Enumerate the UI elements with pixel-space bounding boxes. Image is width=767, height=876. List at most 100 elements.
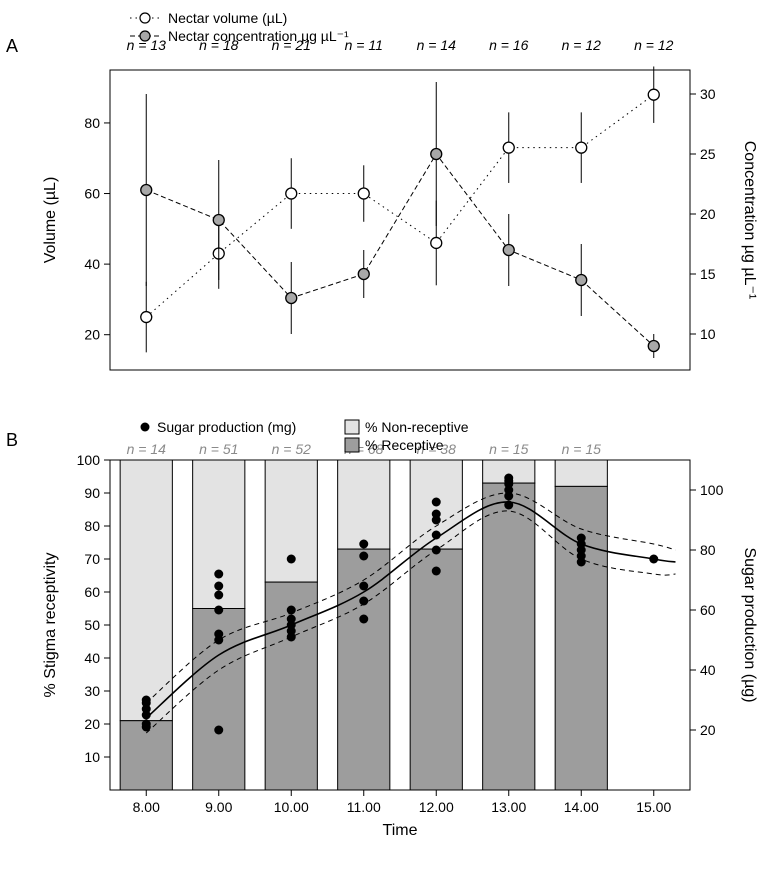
legend-rec-text: % Receptive <box>365 437 444 453</box>
legend-rec-icon <box>345 438 359 452</box>
ytick-left-b-label: 100 <box>77 452 101 468</box>
sugar-point <box>359 582 368 591</box>
ytick-left-label: 20 <box>84 327 100 343</box>
marker-volume <box>431 237 442 248</box>
xtick-b-label: 11.00 <box>347 799 381 815</box>
sugar-point <box>432 546 441 555</box>
ytick-left-b-label: 90 <box>84 485 100 501</box>
ytick-left-b-label: 40 <box>84 650 100 666</box>
marker-volume <box>358 188 369 199</box>
legend-text-volume: Nectar volume (µL) <box>168 10 287 26</box>
marker-conc <box>503 245 514 256</box>
sugar-point <box>359 597 368 606</box>
ytick-left-b-label: 10 <box>84 749 100 765</box>
legend-nonrec-icon <box>345 420 359 434</box>
panel-a-n-label: n = 11 <box>345 37 383 53</box>
bar-nonreceptive <box>120 460 172 721</box>
panel-b-xlabel: Time <box>383 822 418 839</box>
sugar-point <box>359 615 368 624</box>
ytick-left-b-label: 80 <box>84 518 100 534</box>
ytick-right-label: 25 <box>700 146 716 162</box>
bar-receptive <box>410 549 462 790</box>
sugar-point <box>649 555 658 564</box>
marker-conc <box>141 185 152 196</box>
sugar-point <box>432 510 441 519</box>
sugar-point <box>432 498 441 507</box>
xtick-b-label: 9.00 <box>205 799 232 815</box>
panel-b-n-label: n = 15 <box>562 441 602 457</box>
sugar-point <box>577 534 586 543</box>
ytick-left-b-label: 60 <box>84 584 100 600</box>
sugar-point <box>214 570 223 579</box>
panel-b-n-label: n = 15 <box>489 441 529 457</box>
ytick-left-b-label: 30 <box>84 683 100 699</box>
ytick-right-label: 10 <box>700 326 716 342</box>
sugar-point <box>504 501 513 510</box>
panel-a-n-label: n = 16 <box>489 37 529 53</box>
sugar-point <box>142 720 151 729</box>
panel-a-frame <box>110 70 690 370</box>
ytick-right-label: 20 <box>700 206 716 222</box>
panel-a-n-label: n = 12 <box>634 37 674 53</box>
ytick-left-label: 80 <box>84 115 100 131</box>
legend-marker-conc <box>140 31 150 41</box>
legend-marker-volume <box>140 13 150 23</box>
sugar-point <box>359 540 368 549</box>
panel-b-ylabel-left: % Stigma receptivity <box>42 553 59 698</box>
panel-b-n-label: n = 52 <box>272 441 312 457</box>
panel-b-n-label: n = 51 <box>199 441 238 457</box>
marker-conc <box>431 149 442 160</box>
ytick-right-b-label: 20 <box>700 722 716 738</box>
marker-conc <box>213 215 224 226</box>
legend-nonrec-text: % Non-receptive <box>365 419 469 435</box>
marker-volume <box>648 89 659 100</box>
xtick-b-label: 14.00 <box>564 799 599 815</box>
bar-nonreceptive <box>555 460 607 486</box>
panel-b-ylabel-right: Sugar production (µg) <box>741 547 758 702</box>
sugar-point <box>214 582 223 591</box>
xtick-b-label: 8.00 <box>133 799 160 815</box>
sugar-point <box>214 630 223 639</box>
ytick-left-b-label: 70 <box>84 551 100 567</box>
bar-receptive <box>483 483 535 790</box>
panel-b-label: B <box>6 430 18 451</box>
sugar-point <box>287 555 296 564</box>
ytick-left-label: 60 <box>84 186 100 202</box>
marker-conc <box>648 341 659 352</box>
panel-a-label: A <box>6 36 18 57</box>
sugar-point <box>287 615 296 624</box>
bar-receptive <box>555 486 607 790</box>
ytick-right-label: 30 <box>700 86 716 102</box>
xtick-b-label: 10.00 <box>274 799 309 815</box>
figure-svg: 204060801015202530Volume (µL)Concentrati… <box>0 0 767 876</box>
marker-conc <box>576 275 587 286</box>
marker-conc <box>286 293 297 304</box>
panel-a-ylabel-right: Concentration µg µL⁻¹ <box>741 141 758 300</box>
ytick-left-b-label: 50 <box>84 617 100 633</box>
marker-volume <box>576 142 587 153</box>
sugar-point <box>287 606 296 615</box>
ytick-right-b-label: 80 <box>700 542 716 558</box>
sugar-point <box>432 531 441 540</box>
legend-text-conc: Nectar concentration µg µL⁻¹ <box>168 28 349 44</box>
xtick-b-label: 13.00 <box>491 799 526 815</box>
sugar-point <box>432 567 441 576</box>
sugar-point <box>214 606 223 615</box>
sugar-point <box>214 726 223 735</box>
sugar-point <box>504 474 513 483</box>
marker-volume <box>503 142 514 153</box>
bar-nonreceptive <box>338 460 390 549</box>
ytick-right-b-label: 100 <box>700 482 724 498</box>
ytick-left-b-label: 20 <box>84 716 100 732</box>
panel-a-n-label: n = 14 <box>417 37 457 53</box>
sugar-point <box>359 552 368 561</box>
marker-conc <box>358 269 369 280</box>
sugar-point <box>214 591 223 600</box>
ytick-left-label: 40 <box>84 256 100 272</box>
xtick-b-label: 12.00 <box>419 799 454 815</box>
bar-nonreceptive <box>265 460 317 582</box>
marker-volume <box>286 188 297 199</box>
ytick-right-b-label: 60 <box>700 602 716 618</box>
panel-a-n-label: n = 12 <box>562 37 602 53</box>
sugar-point <box>142 696 151 705</box>
